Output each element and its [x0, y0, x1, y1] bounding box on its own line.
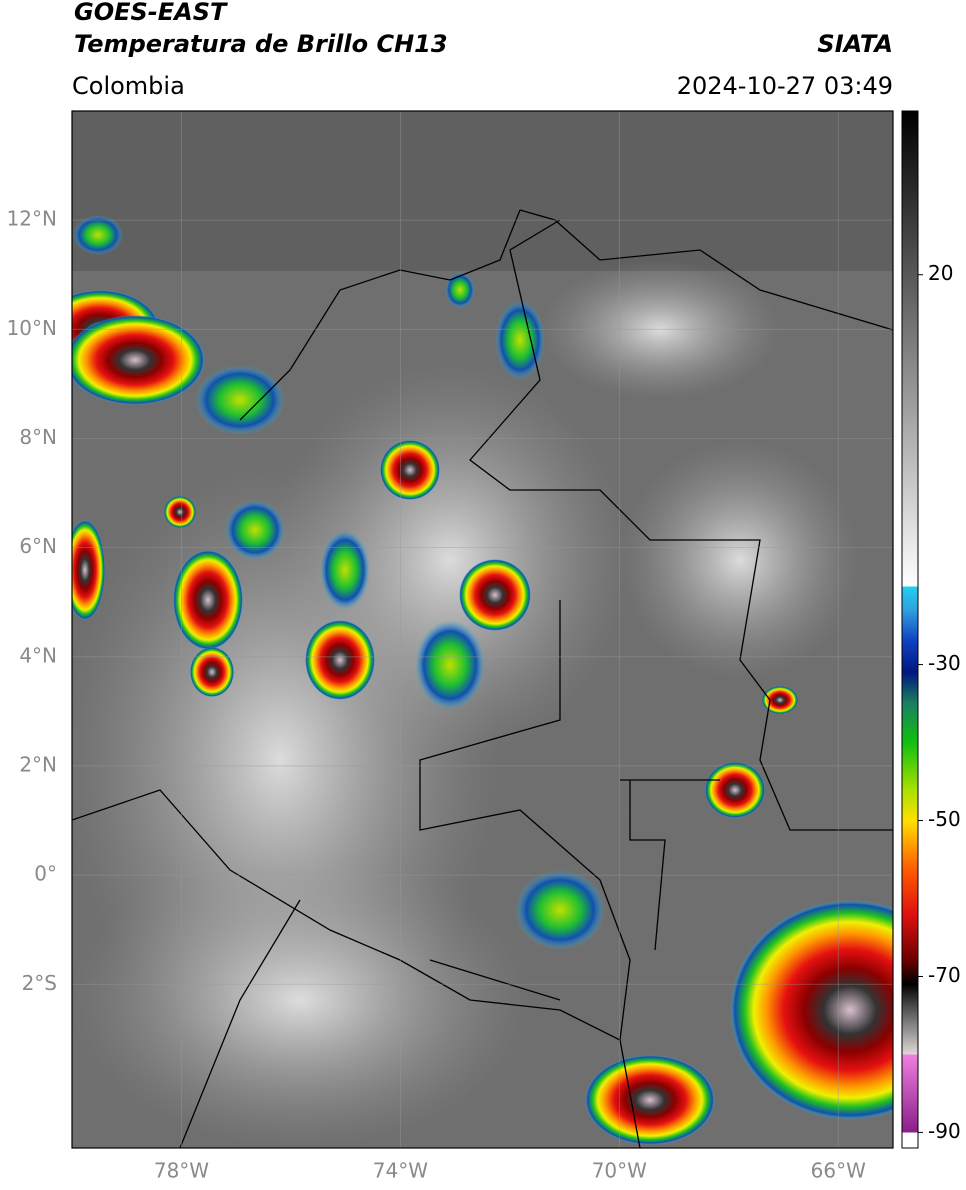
storm [72, 315, 205, 405]
cloud [72, 850, 530, 1148]
y-tick-label: 8°N [19, 425, 57, 449]
storm [585, 1055, 715, 1145]
title: GOES-EAST [74, 0, 228, 26]
storm [459, 559, 531, 631]
y-tick-label: 0° [34, 862, 57, 886]
convection [415, 620, 485, 710]
colorbar: 20 -30 -50 -70 -90 [901, 110, 961, 1149]
colorbar-tick-label: -50 [928, 807, 961, 831]
cloud [620, 440, 860, 680]
storm [705, 762, 765, 818]
storm [72, 520, 105, 620]
subtitle: Temperatura de Brillo CH13 [74, 30, 448, 58]
convection [445, 272, 475, 308]
map-frame [71, 110, 894, 1149]
x-tick-label: 78°W [154, 1159, 209, 1183]
region: Colombia [72, 72, 185, 100]
convection [320, 530, 370, 610]
y-tick-label: 2°N [19, 752, 57, 776]
colorbar-tick-label: 20 [928, 261, 953, 285]
y-tick-label: 6°N [19, 534, 57, 558]
y-tick-label: 10°N [7, 316, 57, 340]
y-tick-label: 12°N [7, 207, 57, 231]
storm [305, 620, 375, 700]
storm [173, 550, 243, 650]
source: SIATA [817, 30, 893, 58]
satellite-image [72, 111, 893, 1148]
convection [495, 300, 545, 380]
x-tick-label: 66°W [811, 1159, 866, 1183]
y-tick-label: 2°S [22, 971, 57, 995]
cloud [540, 260, 780, 400]
colorbar-fill [901, 110, 919, 1149]
convection [515, 870, 605, 950]
datetime: 2024-10-27 03:49 [677, 72, 893, 100]
y-tick-label: 4°N [19, 643, 57, 667]
storm [380, 440, 440, 500]
convection [225, 500, 285, 560]
storm [164, 496, 196, 528]
colorbar-tick-label: -30 [928, 651, 961, 675]
grid [72, 111, 893, 1148]
convection [73, 215, 123, 255]
sea-area [72, 111, 893, 271]
colorbar-tick-label: -70 [928, 963, 961, 987]
storm [190, 647, 234, 697]
x-tick-label: 74°W [373, 1159, 428, 1183]
colorbar-tick-label: -90 [928, 1119, 961, 1143]
convection [195, 365, 285, 435]
storm [730, 900, 893, 1120]
storm [762, 686, 798, 714]
x-tick-label: 70°W [592, 1159, 647, 1183]
